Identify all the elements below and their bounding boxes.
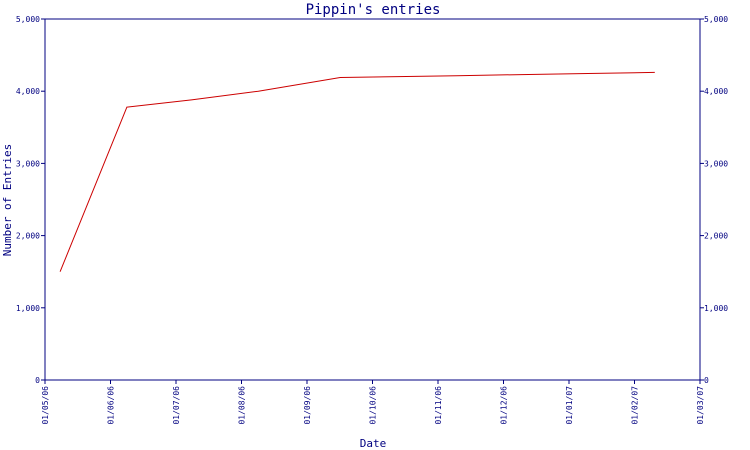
x-tick-label: 01/10/06	[369, 386, 378, 425]
y-axis-left: 0 1,000 2,000 3,000 4,000 5,000	[16, 15, 45, 385]
x-axis: 01/05/06 01/06/06 01/07/06 01/08/06 01/09/06…	[41, 380, 705, 425]
x-tick-label: 01/07/06	[172, 386, 181, 425]
x-axis-label: Date	[360, 437, 387, 450]
x-tick-label: 01/09/06	[303, 386, 312, 425]
x-tick-label: 01/03/07	[696, 386, 705, 425]
y-tick-label-right: 1,000	[704, 304, 728, 313]
y-tick-label-left: 2,000	[16, 232, 40, 241]
x-tick-label: 01/11/06	[434, 386, 443, 425]
y-tick-label-left: 0	[35, 376, 40, 385]
y-axis-label: Number of Entries	[1, 144, 14, 257]
x-tick-label: 01/01/07	[565, 386, 574, 425]
x-tick-label: 01/06/06	[107, 386, 116, 425]
y-axis-right: 0 1,000 2,000 3,000 4,000 5,000	[700, 15, 728, 385]
y-tick-label-left: 1,000	[16, 304, 40, 313]
series-line	[59, 71, 655, 272]
x-tick-label: 01/12/06	[500, 386, 509, 425]
x-tick-label: 01/05/06	[41, 386, 50, 425]
y-tick-label-right: 3,000	[704, 159, 728, 168]
y-tick-label-left: 3,000	[16, 159, 40, 168]
x-tick-label: 01/08/06	[238, 386, 247, 425]
y-tick-label-right: 2,000	[704, 232, 728, 241]
y-tick-label-left: 4,000	[16, 87, 40, 96]
chart-title: Pippin's entries	[306, 2, 441, 18]
y-tick-label-right: 4,000	[704, 87, 728, 96]
y-tick-label-right: 0	[704, 376, 709, 385]
x-tick-label: 01/02/07	[631, 386, 640, 425]
y-tick-label-left: 5,000	[16, 15, 40, 24]
y-tick-label-right: 5,000	[704, 15, 728, 24]
